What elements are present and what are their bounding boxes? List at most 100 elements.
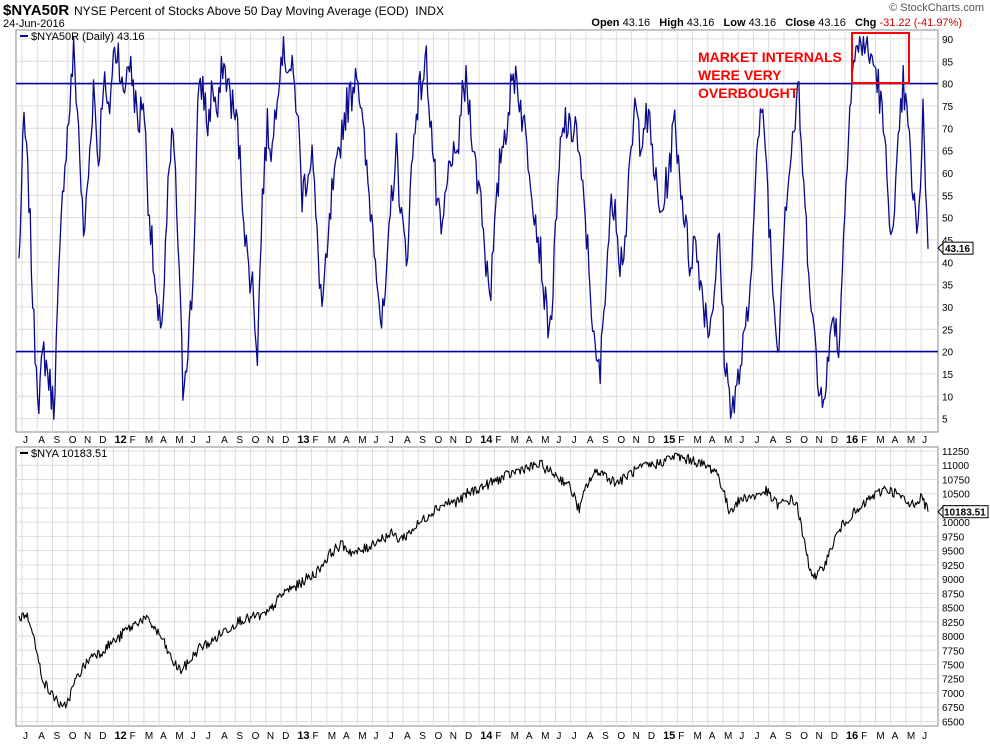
upper-x-tick-label: J xyxy=(206,435,211,446)
upper-last-value-box xyxy=(942,241,974,255)
upper-x-tick-label: 12 xyxy=(114,434,126,446)
exchange-text: INDX xyxy=(415,4,444,18)
lower-x-tick-label: M xyxy=(907,731,915,742)
upper-y-tick-label: 20 xyxy=(942,348,954,359)
nya50r-series-line xyxy=(18,36,929,421)
upper-x-tick-label: 15 xyxy=(663,434,675,446)
lower-y-tick-label: 9000 xyxy=(942,575,965,586)
chg-value: -31.22 (-41.97%) xyxy=(879,17,962,29)
upper-x-tick-label: F xyxy=(861,435,867,446)
upper-y-tick-label: 35 xyxy=(942,281,954,292)
lower-x-tick-label: A xyxy=(526,731,533,742)
lower-y-tick-label: 8500 xyxy=(942,604,965,615)
lower-x-tick-label: M xyxy=(358,731,366,742)
overbought-highlight-box xyxy=(851,32,910,84)
lower-x-tick-label: J xyxy=(23,731,28,742)
lower-x-tick-label: A xyxy=(404,731,411,742)
lower-x-tick-label: F xyxy=(861,731,867,742)
upper-y-tick-label: 80 xyxy=(942,80,954,91)
upper-x-tick-label: 13 xyxy=(297,434,309,446)
lower-y-tick-label: 11250 xyxy=(942,447,970,458)
lower-x-tick-label: N xyxy=(815,731,822,742)
lower-x-tick-label: A xyxy=(160,731,167,742)
lower-last-value-label: 10183.51 xyxy=(944,508,986,519)
lower-x-tick-label: N xyxy=(84,731,91,742)
lower-x-tick-label: M xyxy=(511,731,519,742)
lower-x-tick-label: J xyxy=(374,731,379,742)
upper-x-tick-label: A xyxy=(587,435,594,446)
upper-x-tick-label: S xyxy=(419,435,426,446)
upper-y-tick-label: 40 xyxy=(942,258,954,269)
upper-x-tick-label: M xyxy=(145,435,153,446)
upper-x-tick-label: A xyxy=(343,435,350,446)
lower-legend-text: $NYA 10183.51 xyxy=(31,448,107,460)
upper-x-tick-label: J xyxy=(191,435,196,446)
lower-y-tick-label: 11000 xyxy=(942,461,970,472)
upper-x-tick-label: F xyxy=(495,435,501,446)
lower-x-tick-label: A xyxy=(892,731,899,742)
upper-x-tick-label: D xyxy=(465,435,472,446)
upper-y-tick-label: 60 xyxy=(942,169,954,180)
lower-x-tick-label: A xyxy=(221,731,228,742)
lower-x-tick-label: N xyxy=(267,731,274,742)
lower-x-tick-label: N xyxy=(633,731,640,742)
lower-x-tick-label: A xyxy=(343,731,350,742)
brand-watermark: © StockCharts.com xyxy=(889,2,984,14)
high-value: 43.16 xyxy=(686,17,715,29)
upper-x-tick-label: S xyxy=(602,435,609,446)
lower-x-tick-label: 15 xyxy=(663,730,675,742)
upper-x-tick-label: S xyxy=(53,435,60,446)
lower-x-tick-label: J xyxy=(755,731,760,742)
lower-x-tick-label: J xyxy=(191,731,196,742)
lower-y-tick-label: 10500 xyxy=(942,490,970,501)
upper-y-tick-label: 75 xyxy=(942,102,954,113)
lower-x-tick-label: J xyxy=(556,731,561,742)
lower-x-tick-label: A xyxy=(709,731,716,742)
lower-x-tick-label: J xyxy=(572,731,577,742)
lower-x-tick-label: S xyxy=(236,731,243,742)
lower-x-tick-label: M xyxy=(876,731,884,742)
lower-x-tick-label: O xyxy=(434,731,442,742)
chart-date: 24-Jun-2016 xyxy=(3,18,65,30)
upper-x-tick-label: O xyxy=(434,435,442,446)
upper-x-tick-label: O xyxy=(800,435,808,446)
close-label: Close xyxy=(785,17,816,29)
lower-x-tick-label: O xyxy=(617,731,625,742)
lower-x-tick-label: F xyxy=(313,731,319,742)
upper-y-tick-label: 70 xyxy=(942,124,954,135)
upper-x-tick-label: J xyxy=(755,435,760,446)
upper-x-tick-label: D xyxy=(648,435,655,446)
lower-x-tick-label: N xyxy=(450,731,457,742)
lower-x-tick-label: 14 xyxy=(480,730,493,742)
upper-x-tick-label: D xyxy=(99,435,106,446)
lower-x-tick-label: O xyxy=(69,731,77,742)
upper-x-tick-label: M xyxy=(876,435,884,446)
lower-x-tick-label: M xyxy=(724,731,732,742)
chg-label: Chg xyxy=(855,17,877,29)
upper-x-tick-label: A xyxy=(160,435,167,446)
lower-x-tick-label: D xyxy=(465,731,472,742)
upper-y-tick-label: 45 xyxy=(942,236,954,247)
upper-x-tick-label: A xyxy=(38,435,45,446)
upper-y-tick-label: 30 xyxy=(942,303,954,314)
lower-x-tick-label: A xyxy=(770,731,777,742)
lower-x-tick-label: M xyxy=(541,731,549,742)
upper-x-tick-label: M xyxy=(328,435,336,446)
description-text: NYSE Percent of Stocks Above 50 Day Movi… xyxy=(74,4,409,18)
upper-x-tick-label: J xyxy=(572,435,577,446)
lower-y-tick-label: 7500 xyxy=(942,661,965,672)
lower-y-tick-label: 8750 xyxy=(942,589,965,600)
upper-x-tick-label: N xyxy=(267,435,274,446)
upper-x-tick-label: F xyxy=(130,435,136,446)
upper-x-tick-label: M xyxy=(907,435,915,446)
upper-x-tick-label: J xyxy=(922,435,927,446)
lower-x-tick-label: F xyxy=(130,731,136,742)
upper-x-tick-label: 14 xyxy=(480,434,493,446)
lower-x-tick-label: S xyxy=(53,731,60,742)
upper-x-tick-label: A xyxy=(892,435,899,446)
lower-x-tick-label: O xyxy=(800,731,808,742)
upper-legend-text: $NYA50R (Daily) 43.16 xyxy=(31,31,145,43)
lower-x-tick-label: J xyxy=(206,731,211,742)
upper-x-tick-label: D xyxy=(831,435,838,446)
